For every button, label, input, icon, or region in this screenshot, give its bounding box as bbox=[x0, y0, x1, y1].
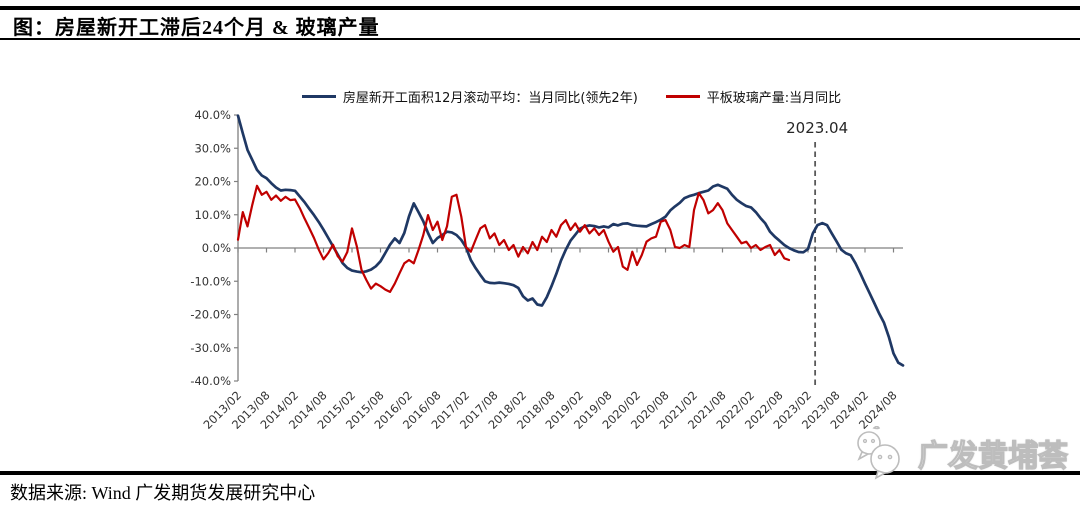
svg-text:20.0%: 20.0% bbox=[194, 175, 231, 189]
svg-text:-40.0%: -40.0% bbox=[190, 374, 231, 388]
housing-starts-series-line bbox=[236, 114, 905, 367]
top-rule bbox=[0, 6, 1080, 10]
watermark: 广发黄埔荟 bbox=[854, 426, 1069, 480]
flat-glass-series-line bbox=[236, 184, 791, 293]
x-axis-labels: 2013/022013/082014/022014/082015/022015/… bbox=[200, 248, 900, 432]
wechat-icon bbox=[857, 426, 900, 480]
watermark-text: 广发黄埔荟 bbox=[917, 438, 1068, 474]
y-axis-labels: 40.0% 30.0% 20.0% 10.0% 0.0% -10.0% -20.0% -30.… bbox=[190, 108, 238, 388]
data-source-note: 数据来源: Wind 广发期货发展研究中心 bbox=[10, 483, 316, 503]
legend-label-flat-glass: 平板玻璃产量:当月同比 bbox=[706, 91, 842, 106]
svg-text:40.0%: 40.0% bbox=[194, 108, 231, 122]
svg-text:-30.0%: -30.0% bbox=[190, 341, 231, 355]
wechat-icon-small-tail bbox=[857, 451, 870, 461]
housing-series-line-swatch bbox=[301, 95, 336, 98]
svg-text:10.0%: 10.0% bbox=[194, 208, 231, 222]
wechat-icon-big-bubble bbox=[870, 444, 900, 474]
wechat-icon-big-tail bbox=[874, 470, 888, 480]
svg-text:-20.0%: -20.0% bbox=[190, 308, 231, 322]
svg-text:30.0%: 30.0% bbox=[194, 141, 231, 155]
wechat-icon-sparkle bbox=[872, 426, 881, 430]
title-underline-rule bbox=[0, 38, 1080, 40]
svg-text:-10.0%: -10.0% bbox=[190, 274, 231, 288]
legend-item-housing-starts: 房屋新开工面积12月滚动平均：当月同比(领先2年) bbox=[301, 87, 638, 106]
glass-series-line-swatch bbox=[665, 95, 700, 98]
legend-label-housing-starts: 房屋新开工面积12月滚动平均：当月同比(领先2年) bbox=[342, 91, 638, 106]
bottom-rule bbox=[0, 471, 1080, 475]
chart-legend: 房屋新开工面积12月滚动平均：当月同比(领先2年) 平板玻璃产量:当月同比 bbox=[238, 87, 905, 106]
event-marker-label: 2023.04 bbox=[786, 119, 848, 137]
figure-title: 图：房屋新开工滞后24个月 & 玻璃产量 bbox=[13, 17, 380, 39]
legend-item-flat-glass: 平板玻璃产量:当月同比 bbox=[665, 87, 842, 106]
svg-text:0.0%: 0.0% bbox=[202, 241, 231, 255]
